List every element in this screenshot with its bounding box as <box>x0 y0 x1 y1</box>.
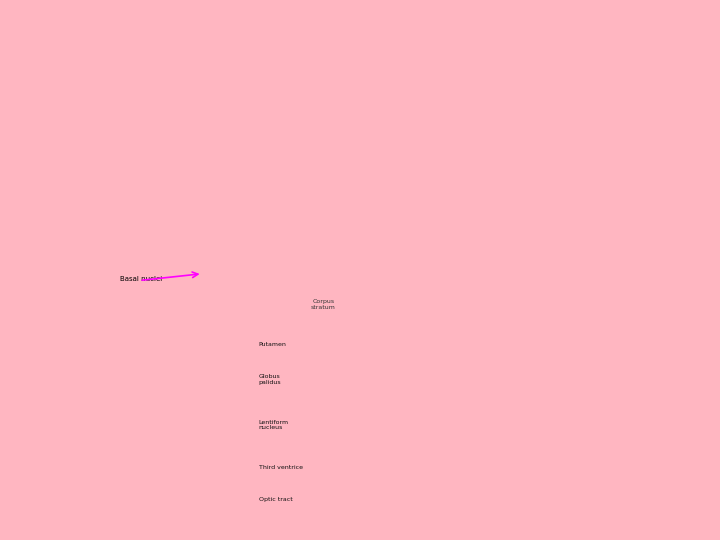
Ellipse shape <box>41 153 322 467</box>
Text: , or: , or <box>507 165 534 180</box>
Text: is located the: is located the <box>454 141 568 157</box>
Text: .: . <box>531 482 536 497</box>
Text: or: or <box>533 62 554 77</box>
Ellipse shape <box>96 254 219 275</box>
FancyBboxPatch shape <box>360 5 714 529</box>
Text: (b) Anterior view of frontal section: (b) Anterior view of frontal section <box>109 511 253 520</box>
Text: Basal nuclei: Basal nuclei <box>389 293 498 308</box>
Text: Insula: Insula <box>9 356 32 365</box>
Ellipse shape <box>163 374 199 411</box>
Text: Internal capsule: Internal capsule <box>9 287 71 296</box>
Text: Septum pellucidum: Septum pellucidum <box>9 237 84 246</box>
Text: Longitudinal fissure: Longitudinal fissure <box>9 192 85 200</box>
Text: is: is <box>528 39 545 54</box>
Text: impulses: impulses <box>389 257 465 272</box>
Text: motor activities: motor activities <box>389 482 531 497</box>
Text: Lentiform
nucleus: Lentiform nucleus <box>258 420 289 430</box>
Text: cortex: cortex <box>389 85 446 100</box>
Text: Frontal plane: Frontal plane <box>73 117 114 122</box>
Text: white matter: white matter <box>420 362 538 377</box>
Text: carrying: carrying <box>447 234 519 249</box>
Text: The outer layer: The outer layer <box>389 39 528 54</box>
Text: composed: composed <box>467 188 554 203</box>
Text: from: from <box>389 280 431 295</box>
Text: TISSUE OF THE CEREBRAL
     HEMISPHERES: TISSUE OF THE CEREBRAL HEMISPHERES <box>51 17 312 59</box>
Text: Thalamus: Thalamus <box>9 383 47 392</box>
Text: Cerebrum
Corpus callosum: Cerebrum Corpus callosum <box>269 226 322 237</box>
Ellipse shape <box>107 253 208 274</box>
Text: to and: to and <box>465 257 523 272</box>
FancyBboxPatch shape <box>87 129 109 183</box>
Ellipse shape <box>202 266 288 363</box>
Text: Globus
palidus: Globus palidus <box>258 374 282 385</box>
Text: Optic tract: Optic tract <box>258 497 292 502</box>
Ellipse shape <box>81 214 282 428</box>
Text: white matter: white matter <box>389 165 507 180</box>
Text: gray matter: gray matter <box>389 316 496 331</box>
Text: Basal nuclei: Basal nuclei <box>120 276 162 282</box>
Text: Deeper: Deeper <box>389 141 454 157</box>
Text: Hypothalamus: Hypothalamus <box>9 447 65 456</box>
Text: Third ventrice: Third ventrice <box>258 465 302 470</box>
FancyBboxPatch shape <box>6 73 357 529</box>
Text: fibers,: fibers, <box>389 234 447 249</box>
Ellipse shape <box>93 238 222 273</box>
Text: that  are: that are <box>496 316 570 331</box>
Text: the: the <box>389 362 420 377</box>
Text: Putamen: Putamen <box>258 342 287 347</box>
Text: gray matter: gray matter <box>426 62 533 77</box>
Text: are: are <box>498 293 528 308</box>
Ellipse shape <box>33 118 105 183</box>
Text: the: the <box>389 62 426 77</box>
Text: They help the motor: They help the motor <box>389 413 553 428</box>
Text: the cortex: the cortex <box>431 280 518 295</box>
Text: voluntary: voluntary <box>409 459 495 474</box>
Text: of bundles of nerve: of bundles of nerve <box>389 211 545 226</box>
Text: Lateral ventricle: Lateral ventricle <box>224 245 276 250</box>
Text: Corpus
stratum: Corpus stratum <box>311 299 336 310</box>
Ellipse shape <box>199 254 235 275</box>
Text: of: of <box>389 459 409 474</box>
Text: cortex in regulation: cortex in regulation <box>389 436 546 451</box>
Text: Subthalamic nucleus: Subthalamic nucleus <box>9 415 89 424</box>
FancyBboxPatch shape <box>6 4 357 73</box>
Text: located deep: located deep <box>389 339 498 354</box>
Ellipse shape <box>78 274 143 355</box>
Text: medulla,: medulla, <box>389 188 467 203</box>
Text: within: within <box>498 339 555 354</box>
